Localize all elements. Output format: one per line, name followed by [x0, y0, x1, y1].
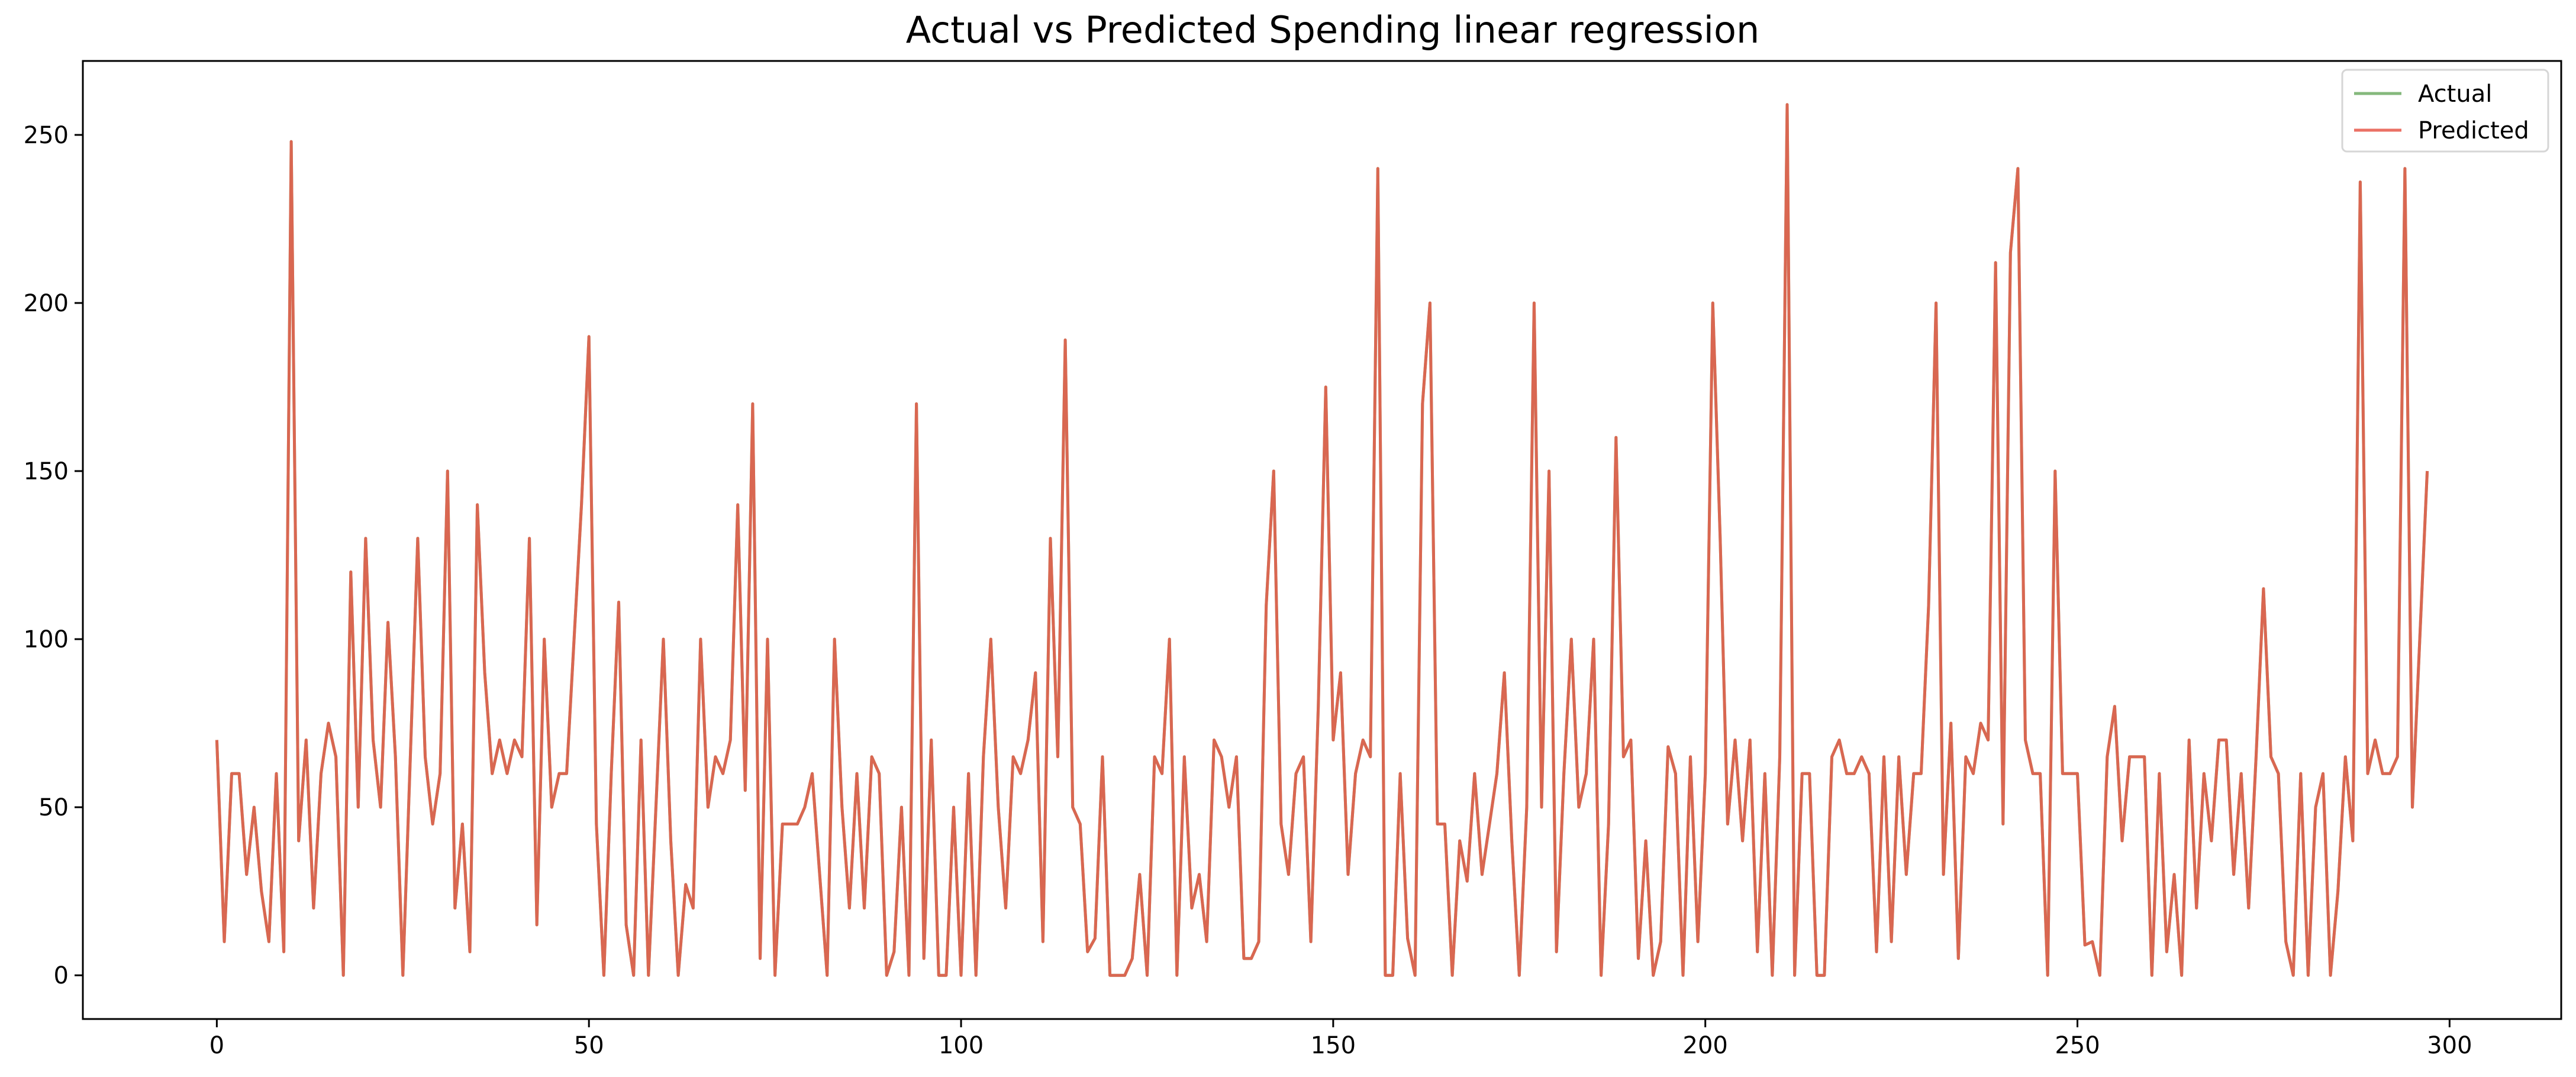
y-axis: 0 50 100 150 200 250	[24, 122, 83, 989]
x-tick-label: 50	[574, 1032, 604, 1059]
x-tick-label: 250	[2055, 1032, 2100, 1059]
x-tick-label: 100	[939, 1032, 984, 1059]
plot-area-frame	[82, 60, 2562, 1020]
legend: Actual Predicted	[2341, 69, 2549, 153]
x-axis: 0 50 100 150 200 250 300	[209, 1019, 2472, 1059]
y-tick-label: 50	[38, 794, 69, 821]
legend-label-actual: Actual	[2418, 80, 2492, 108]
y-tick-label: 0	[54, 962, 69, 989]
x-tick-label: 300	[2427, 1032, 2472, 1059]
x-tick-label: 200	[1683, 1032, 1728, 1059]
y-tick-label: 100	[24, 626, 69, 653]
chart-title: Actual vs Predicted Spending linear regr…	[906, 8, 1760, 51]
x-tick-label: 150	[1311, 1032, 1356, 1059]
series-layer	[215, 103, 2429, 977]
y-tick-label: 150	[24, 458, 69, 485]
legend-label-predicted: Predicted	[2418, 117, 2529, 144]
x-tick-label: 0	[209, 1032, 224, 1059]
series-line-predicted	[215, 103, 2429, 977]
y-tick-label: 250	[24, 122, 69, 149]
y-tick-label: 200	[24, 290, 69, 317]
